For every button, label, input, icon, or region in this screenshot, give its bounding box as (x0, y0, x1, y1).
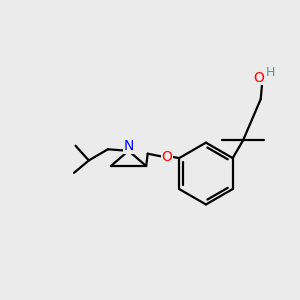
Text: O: O (253, 71, 264, 85)
Text: H: H (266, 66, 275, 79)
Text: N: N (123, 139, 134, 153)
Text: O: O (161, 150, 172, 164)
